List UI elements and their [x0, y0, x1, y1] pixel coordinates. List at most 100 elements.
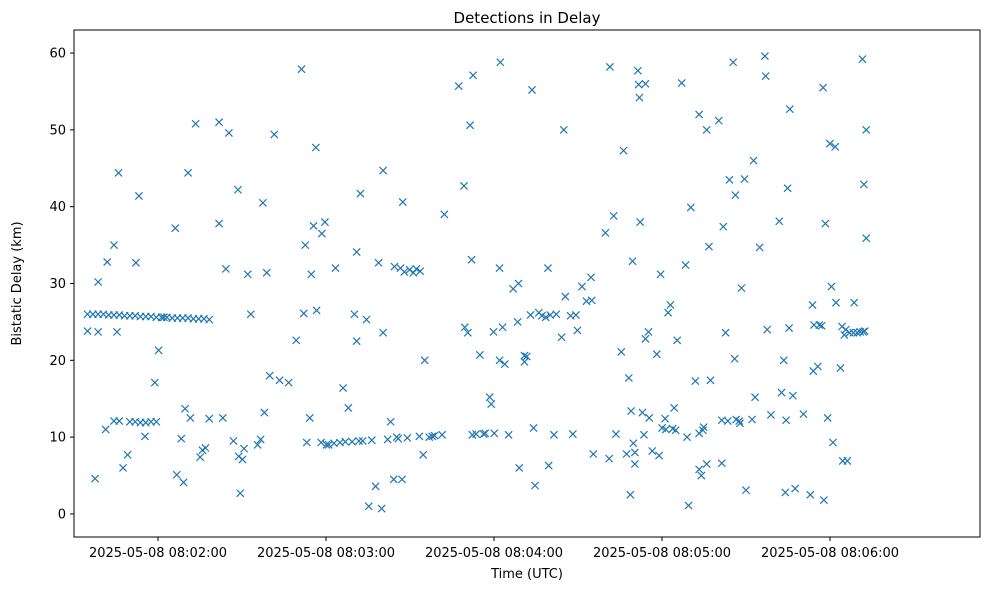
data-point — [627, 406, 636, 416]
x-tick-label: 2025-05-08 08:03:00 — [257, 546, 395, 561]
data-point — [253, 440, 262, 449]
data-point — [324, 440, 333, 449]
data-point — [101, 425, 110, 434]
data-point — [109, 241, 119, 250]
data-point — [374, 258, 383, 267]
data-point — [103, 257, 112, 267]
data-point — [364, 502, 373, 511]
data-point — [490, 429, 499, 438]
data-point — [799, 410, 808, 419]
data-point — [589, 450, 598, 459]
data-point — [695, 465, 704, 474]
data-point — [354, 436, 363, 446]
data-point — [605, 62, 614, 71]
data-point — [302, 438, 311, 447]
data-point — [352, 247, 361, 257]
data-point — [305, 413, 314, 422]
data-point — [224, 128, 233, 137]
data-point — [619, 146, 628, 155]
data-point — [205, 414, 214, 423]
scatter-points — [83, 52, 871, 513]
data-point — [568, 430, 577, 439]
data-point — [549, 430, 559, 439]
y-tick-label: 40 — [49, 200, 66, 215]
data-point — [91, 474, 100, 483]
data-point — [629, 439, 638, 448]
data-point — [639, 430, 648, 439]
data-point — [817, 321, 826, 330]
data-point — [761, 72, 770, 81]
data-point — [706, 376, 715, 385]
data-point — [735, 416, 744, 426]
data-point — [114, 168, 123, 177]
data-point — [186, 413, 195, 422]
data-point — [301, 241, 310, 250]
data-point — [783, 184, 792, 193]
data-point — [430, 431, 439, 440]
data-point — [221, 264, 230, 273]
data-point — [339, 383, 348, 392]
y-tick-label: 10 — [49, 431, 66, 446]
data-point — [94, 277, 103, 286]
data-point — [205, 315, 214, 324]
data-point — [677, 78, 686, 88]
data-point — [260, 408, 269, 417]
y-axis-ticks: 0 10 20 30 40 50 60 — [49, 47, 74, 522]
data-point — [543, 264, 552, 273]
data-point — [83, 327, 92, 336]
data-point — [719, 222, 728, 231]
data-point — [699, 423, 708, 432]
data-point — [823, 413, 832, 422]
data-point — [270, 130, 279, 139]
data-point — [331, 264, 340, 273]
data-point — [611, 430, 620, 439]
data-point — [322, 440, 331, 449]
data-point — [131, 258, 140, 267]
data-point — [487, 400, 496, 409]
data-point — [123, 450, 132, 459]
data-point — [284, 378, 293, 387]
data-point — [307, 270, 316, 279]
data-point — [748, 415, 757, 424]
data-point — [628, 257, 637, 266]
data-point — [420, 356, 429, 365]
data-point — [737, 284, 746, 293]
y-tick-label: 30 — [49, 277, 66, 292]
data-point — [573, 326, 582, 335]
data-point — [528, 85, 537, 94]
data-point — [438, 430, 447, 439]
data-point — [836, 363, 845, 373]
data-point — [352, 337, 361, 346]
data-point — [218, 413, 227, 422]
data-point — [664, 308, 673, 317]
data-point — [489, 327, 498, 336]
data-point — [788, 391, 797, 400]
data-point — [495, 264, 504, 273]
data-point — [367, 436, 376, 445]
data-point — [440, 210, 449, 219]
data-point — [238, 455, 247, 464]
data-point — [831, 298, 840, 307]
data-point — [552, 310, 561, 319]
data-point — [515, 463, 524, 472]
data-point — [862, 125, 871, 134]
data-point — [605, 454, 614, 463]
x-axis-label: Time (UTC) — [490, 567, 563, 582]
data-point — [233, 185, 242, 194]
data-point — [184, 168, 193, 177]
data-point — [262, 268, 271, 277]
data-point — [472, 430, 481, 439]
data-point — [704, 242, 713, 251]
data-point — [670, 403, 679, 412]
data-point — [686, 203, 695, 212]
data-point — [827, 282, 836, 291]
data-point — [760, 52, 769, 61]
data-point — [825, 139, 834, 148]
data-point — [112, 327, 122, 336]
data-point — [390, 262, 399, 271]
data-point — [317, 229, 326, 238]
data-point — [297, 65, 306, 74]
data-point — [191, 119, 200, 128]
data-point — [821, 219, 830, 228]
